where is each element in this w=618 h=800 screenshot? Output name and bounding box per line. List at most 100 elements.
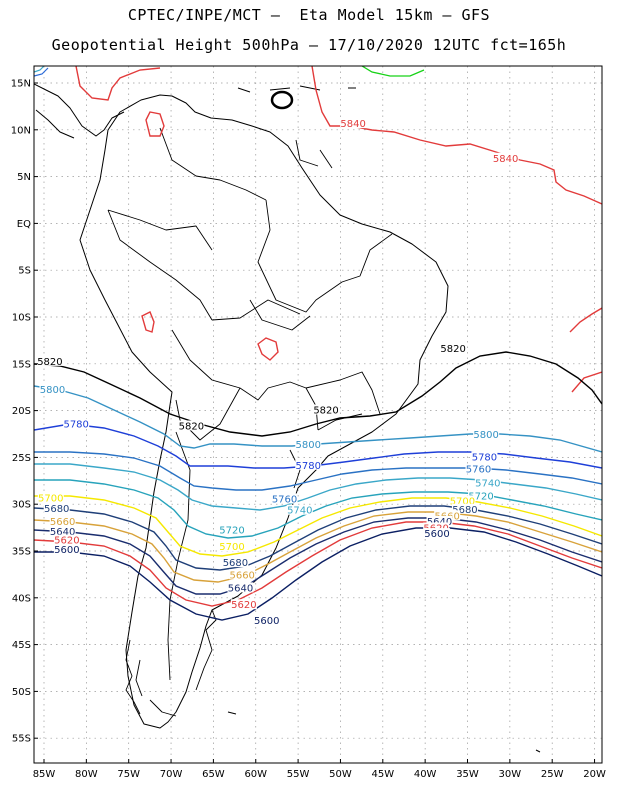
title-line-1: CPTEC/INPE/MCT – Eta Model 15km – GFS (127, 6, 491, 24)
green-contour (361, 66, 425, 77)
contour-label-bg (440, 342, 467, 353)
contour-label-5680: 5680 (452, 505, 477, 516)
contour-5820 (34, 351, 602, 437)
contour-label-bg (492, 152, 519, 163)
contour-label-bg (43, 502, 70, 513)
contour-label-bg (295, 439, 322, 450)
lat-label: 40S (12, 593, 31, 604)
contour-label-bg (49, 515, 76, 526)
contour-label-bg (295, 459, 322, 470)
lon-label: 80W (75, 769, 98, 780)
lat-label: 35S (12, 547, 31, 558)
contour-label-5700: 5700 (38, 494, 63, 505)
contour-label-bg (219, 541, 246, 552)
caribbean-island (270, 90, 294, 110)
lat-label: 55S (12, 734, 31, 745)
contour-label-bg (227, 582, 254, 593)
contour-label-bg (230, 599, 257, 610)
contour-label-bg (449, 495, 476, 506)
contour-label-bg (63, 418, 90, 429)
lon-label: 60W (244, 769, 267, 780)
axes: 15N 10N 5N EQ 5S 10S 15S 20S 25S 30S 35S 40S 45S 50S 5… (11, 79, 606, 781)
lon-label: 20W (583, 769, 606, 780)
contour-5840 (571, 371, 602, 393)
contour-label-bg (423, 522, 450, 533)
contour-label-bg (178, 420, 205, 431)
lat-label: 30S (12, 500, 31, 511)
lon-label: 55W (287, 769, 310, 780)
lat-label: 5N (17, 172, 31, 183)
contour-label-bg (49, 526, 76, 537)
lat-label: 25S (12, 453, 31, 464)
contour-label-5720: 5720 (219, 525, 244, 536)
contour-label-bg (253, 615, 280, 626)
contour-label-bg (271, 493, 298, 504)
contour-label-5620: 5620 (54, 536, 79, 547)
contour-5760 (34, 451, 602, 491)
lat-label: 5S (18, 266, 31, 277)
blue-contour-corner-2 (34, 66, 45, 73)
contour-labels: 5840 5840 5820 5820 5820 5820 5800 5800 5800 5780… (36, 118, 519, 627)
contour-label-5780: 5780 (296, 461, 321, 472)
contour-label-5840: 5840 (340, 119, 365, 130)
lat-label: 45S (12, 640, 31, 651)
contour-label-bg (451, 503, 478, 514)
contour-5600 (34, 527, 602, 621)
contour-label-5640: 5640 (427, 517, 452, 528)
contour-5840 (145, 111, 165, 137)
small-islands (227, 711, 541, 753)
contour-label-5740: 5740 (287, 506, 312, 517)
lon-label: 75W (117, 769, 140, 780)
contour-5840 (569, 307, 602, 333)
contour-label-5660: 5660 (50, 517, 75, 528)
caribbean-islands (237, 85, 356, 93)
contour-label-5660: 5660 (229, 570, 254, 581)
lon-label: 65W (202, 769, 225, 780)
contour-label-5800: 5800 (296, 440, 321, 451)
contour-label-5820: 5820 (313, 406, 338, 417)
contour-label-5800: 5800 (40, 385, 65, 396)
contour-label-5800: 5800 (473, 430, 498, 441)
country-borders (107, 127, 393, 681)
contour-label-bg (465, 463, 492, 474)
contour-label-bg (340, 118, 367, 129)
contour-label-5680: 5680 (44, 504, 69, 515)
contour-label-5760: 5760 (272, 494, 297, 505)
contour-label-bg (424, 528, 451, 539)
height-contours (34, 66, 602, 621)
lon-label: 25W (541, 769, 564, 780)
contour-label-bg (426, 515, 453, 526)
contour-label-5600: 5600 (254, 616, 279, 627)
contour-label-bg (313, 404, 340, 415)
contour-label-bg (468, 490, 495, 501)
contour-label-5600: 5600 (54, 545, 79, 556)
lat-label: 15S (12, 359, 31, 370)
contour-label-5780: 5780 (472, 452, 497, 463)
contour-5680 (34, 505, 602, 571)
coastlines-borders (34, 83, 541, 753)
contour-label-5700: 5700 (450, 496, 475, 507)
lat-label: 20S (12, 406, 31, 417)
contour-5700 (34, 495, 602, 557)
graticule (34, 66, 602, 763)
contour-label-5620: 5620 (231, 600, 256, 611)
contour-label-bg (37, 492, 64, 503)
contour-label-bg (434, 510, 461, 521)
contour-label-5780: 5780 (63, 420, 88, 431)
lon-label: 85W (33, 769, 56, 780)
contour-label-bg (473, 428, 500, 439)
contour-5620 (34, 521, 602, 607)
lat-label: EQ (17, 219, 31, 230)
lon-label: 50W (329, 769, 352, 780)
lon-label: 70W (160, 769, 183, 780)
contour-label-bg (53, 534, 80, 545)
contour-label-bg (53, 544, 80, 554)
contour-label-bg (39, 383, 66, 394)
contour-label-5740: 5740 (475, 479, 500, 490)
contour-label-bg (474, 477, 501, 488)
contour-5840 (311, 66, 602, 205)
contour-label-5680: 5680 (223, 558, 248, 569)
lat-label: 15N (11, 79, 31, 90)
contour-label-bg (229, 569, 256, 580)
